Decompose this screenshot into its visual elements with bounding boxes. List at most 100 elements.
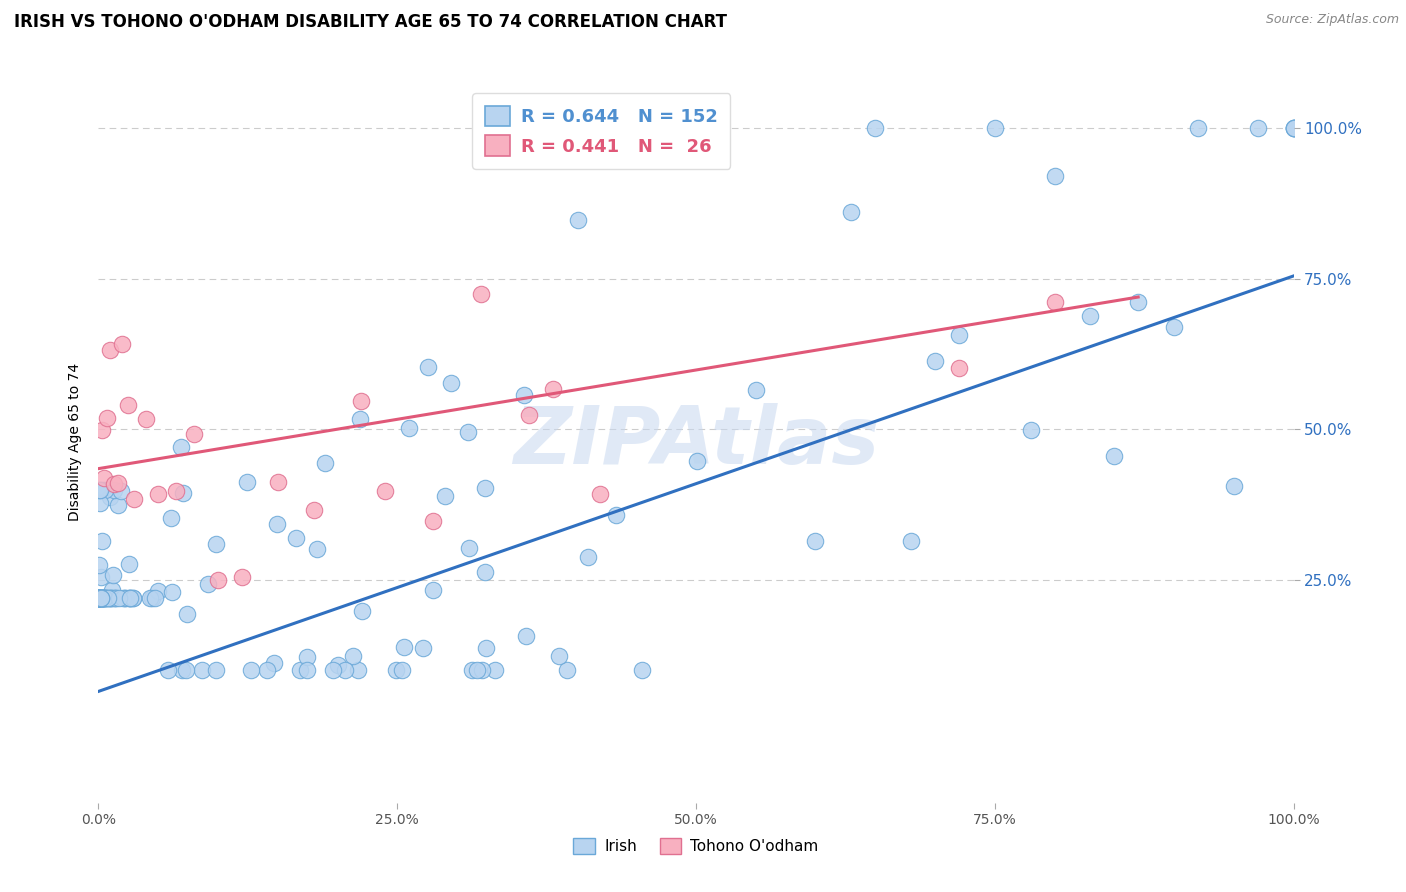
Point [112,591,135,606]
Point [87,591,110,606]
Point [108,591,131,606]
Point [103,591,125,606]
Point [350,394,373,409]
Point [135,412,157,426]
Point [90,591,112,606]
Point [97,591,120,606]
Point [267,475,290,489]
Point [87,591,110,606]
Point [1247,121,1270,136]
Point [89,496,111,510]
Point [865,121,887,136]
Point [347,664,370,678]
Point [114,591,136,606]
Point [295,650,318,665]
Point [804,533,827,548]
Point [1080,309,1102,323]
Point [124,491,146,506]
Point [110,483,132,498]
Point [89,591,111,606]
Point [120,591,142,606]
Point [475,640,498,655]
Point [100,591,122,606]
Point [422,583,444,598]
Point [470,286,492,301]
Point [176,607,198,621]
Point [342,649,364,664]
Point [231,569,253,583]
Point [391,664,413,678]
Point [91,591,114,606]
Point [1019,423,1042,437]
Point [120,591,142,606]
Point [93,591,115,606]
Point [1282,121,1305,136]
Point [87,483,110,497]
Point [297,664,319,678]
Point [541,382,564,396]
Point [91,423,114,437]
Point [924,353,946,368]
Point [619,121,641,136]
Point [197,576,219,591]
Point [841,205,863,219]
Point [1282,121,1305,136]
Point [93,591,115,606]
Point [948,328,970,343]
Point [285,532,308,546]
Point [474,481,496,495]
Point [471,664,494,678]
Point [87,591,110,606]
Point [1104,449,1126,463]
Point [398,421,420,435]
Point [605,508,627,523]
Point [94,591,117,606]
Point [103,483,125,497]
Point [422,514,444,528]
Point [1282,121,1305,136]
Point [256,664,278,678]
Point [322,664,344,678]
Point [1163,320,1185,334]
Point [165,484,187,499]
Point [97,591,120,606]
Point [555,664,578,678]
Point [96,410,118,425]
Text: ZIPAtlas: ZIPAtlas [513,402,879,481]
Point [107,476,129,491]
Point [100,582,122,597]
Point [87,591,110,606]
Point [1282,121,1305,136]
Point [1043,169,1066,184]
Point [93,471,115,485]
Point [314,456,336,470]
Point [172,486,194,500]
Point [87,591,110,606]
Point [96,591,118,606]
Point [433,489,456,503]
Point [350,604,373,618]
Point [984,121,1007,136]
Point [87,591,110,606]
Point [1223,479,1246,493]
Point [104,591,127,606]
Point [349,412,371,426]
Point [326,657,349,672]
Point [111,337,134,351]
Point [576,550,599,565]
Point [107,498,129,512]
Point [160,510,183,524]
Point [87,558,110,572]
Point [90,570,112,584]
Point [96,591,118,606]
Point [87,591,110,606]
Point [302,503,325,517]
Point [100,591,122,606]
Point [385,664,408,678]
Point [122,591,145,606]
Point [567,212,589,227]
Point [91,591,114,606]
Point [458,541,481,555]
Point [122,591,145,606]
Point [589,487,612,501]
